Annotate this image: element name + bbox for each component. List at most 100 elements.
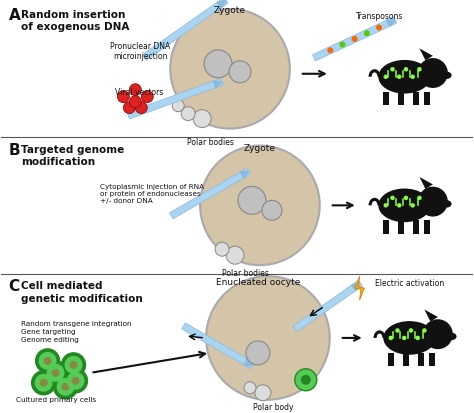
Polygon shape	[240, 171, 249, 178]
Circle shape	[181, 107, 195, 121]
Circle shape	[352, 37, 357, 43]
Circle shape	[56, 378, 74, 396]
Circle shape	[383, 204, 388, 208]
Ellipse shape	[446, 333, 456, 340]
Circle shape	[410, 75, 415, 80]
Circle shape	[62, 383, 70, 391]
Bar	[383, 221, 389, 234]
Bar	[398, 93, 404, 106]
Circle shape	[118, 92, 129, 103]
Text: Polar bodies: Polar bodies	[221, 268, 268, 278]
Text: Viral vectors: Viral vectors	[115, 88, 164, 97]
Text: Cytoplasmic injection of RNA
or protein of endonucleases
+/- donor DNA: Cytoplasmic injection of RNA or protein …	[100, 184, 205, 204]
Circle shape	[339, 43, 346, 48]
Circle shape	[410, 204, 415, 208]
Bar	[383, 93, 389, 106]
Text: Targeted genome
modification: Targeted genome modification	[21, 144, 124, 166]
Bar	[182, 323, 255, 369]
Polygon shape	[419, 178, 433, 190]
Circle shape	[44, 361, 67, 385]
Bar	[398, 221, 404, 234]
Circle shape	[397, 204, 401, 208]
Text: Pronuclear DNA
microinjection: Pronuclear DNA microinjection	[110, 42, 171, 61]
Circle shape	[229, 62, 251, 83]
Polygon shape	[244, 359, 253, 366]
Circle shape	[64, 356, 82, 374]
Text: Polar bodies: Polar bodies	[187, 137, 234, 146]
Polygon shape	[352, 283, 360, 291]
Circle shape	[390, 68, 395, 72]
Bar	[424, 221, 430, 234]
Bar	[413, 221, 419, 234]
Circle shape	[418, 59, 448, 89]
Circle shape	[364, 31, 370, 37]
Polygon shape	[355, 276, 365, 300]
Text: A: A	[9, 8, 20, 23]
Circle shape	[215, 243, 229, 256]
Circle shape	[38, 352, 56, 370]
Circle shape	[129, 97, 141, 108]
Circle shape	[46, 364, 64, 382]
Circle shape	[246, 341, 270, 365]
Text: Zygote: Zygote	[244, 143, 276, 152]
Ellipse shape	[378, 189, 431, 223]
Polygon shape	[213, 82, 222, 88]
Circle shape	[226, 247, 244, 264]
Circle shape	[409, 328, 413, 333]
Ellipse shape	[383, 321, 436, 355]
Text: Zygote: Zygote	[214, 6, 246, 15]
Circle shape	[404, 68, 408, 72]
Circle shape	[383, 75, 388, 80]
Circle shape	[417, 196, 422, 201]
Bar	[293, 280, 363, 332]
Circle shape	[417, 68, 422, 72]
Circle shape	[418, 187, 448, 217]
Bar	[142, 0, 228, 61]
Text: Random transgene integration
Gene targeting
Genome editing: Random transgene integration Gene target…	[21, 320, 131, 342]
Circle shape	[35, 374, 53, 392]
Bar	[424, 93, 430, 106]
Text: Enucleated oocyte: Enucleated oocyte	[216, 278, 300, 287]
Text: Cultured primary cells: Cultured primary cells	[16, 396, 96, 402]
Bar	[127, 79, 223, 120]
Ellipse shape	[170, 10, 290, 129]
Circle shape	[295, 369, 317, 391]
Circle shape	[397, 75, 401, 80]
Ellipse shape	[200, 146, 320, 266]
Circle shape	[135, 102, 147, 114]
Circle shape	[141, 92, 153, 103]
Circle shape	[32, 371, 55, 395]
Ellipse shape	[206, 276, 330, 400]
Text: Electric activation: Electric activation	[374, 278, 444, 287]
Text: Transposons: Transposons	[356, 12, 403, 21]
Bar	[388, 353, 394, 366]
Circle shape	[244, 382, 256, 394]
Circle shape	[423, 320, 453, 349]
Circle shape	[390, 196, 395, 201]
Circle shape	[389, 336, 393, 340]
Polygon shape	[419, 49, 433, 61]
Circle shape	[262, 201, 282, 221]
Circle shape	[54, 375, 78, 399]
Circle shape	[44, 357, 52, 365]
Bar	[413, 93, 419, 106]
Circle shape	[66, 372, 84, 390]
Circle shape	[327, 48, 333, 54]
Circle shape	[415, 336, 420, 340]
Text: Random insertion
of exogenous DNA: Random insertion of exogenous DNA	[21, 10, 129, 32]
Circle shape	[376, 26, 382, 31]
Circle shape	[402, 336, 407, 340]
Circle shape	[129, 85, 141, 97]
Ellipse shape	[441, 72, 452, 80]
Circle shape	[123, 102, 135, 114]
Bar	[312, 18, 397, 62]
Circle shape	[422, 328, 427, 333]
Circle shape	[52, 369, 60, 377]
Text: C: C	[9, 278, 20, 293]
Circle shape	[62, 353, 85, 377]
Circle shape	[255, 385, 271, 401]
Bar	[429, 353, 435, 366]
Circle shape	[238, 187, 266, 215]
Text: Cell mediated
genetic modification: Cell mediated genetic modification	[21, 280, 142, 303]
Bar	[403, 353, 409, 366]
